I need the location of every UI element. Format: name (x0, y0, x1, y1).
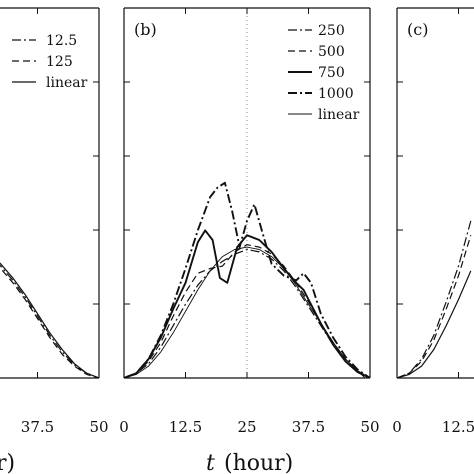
x-tick-label: 25 (237, 418, 256, 436)
series-line-500 (124, 244, 370, 378)
series-line-linear (0, 262, 99, 378)
legend-label-12.5: 12.5 (46, 33, 77, 49)
series-line-1000 (124, 181, 370, 378)
series-line-12.5 (0, 264, 99, 378)
x-tick-label: 50 (89, 418, 108, 436)
legend-label-125: 125 (46, 54, 73, 70)
legend-label-1000: 1000 (318, 86, 354, 102)
panel-label: (b) (134, 20, 157, 39)
x-axis-title-fragment-a: r) (0, 451, 15, 474)
x-axis-title-variable: t (206, 451, 215, 474)
series-line-linear (124, 246, 366, 378)
panel-c: 0 12.5 (c) (392, 7, 474, 436)
x-tick-label: 12.5 (442, 418, 474, 436)
x-axis-title-unit: (hour) (224, 451, 293, 474)
panel-label: (c) (407, 20, 428, 39)
x-tick-label: 12.5 (169, 418, 202, 436)
series-line-curve-2 (397, 235, 472, 378)
x-tick-label: 0 (392, 418, 402, 436)
x-axis-title: t (hour) (206, 451, 293, 474)
x-tick-label: 37.5 (292, 418, 325, 436)
x-tick-label: 0 (119, 418, 129, 436)
legend-label-linear: linear (46, 75, 88, 91)
legend-label-250: 250 (318, 23, 345, 39)
x-tick-label: 50 (360, 418, 379, 436)
legend-label-linear: linear (318, 107, 360, 123)
panel-b: 0 12.5 25 37.5 50 (b) 250 500 750 1000 linear (119, 7, 380, 436)
series-line-curve-3 (397, 270, 472, 378)
panel-a: 37.5 50 12.5 125 linear (0, 7, 109, 436)
x-tick-label: 37.5 (21, 418, 54, 436)
series-line-curve-1 (397, 220, 472, 378)
series-line-125 (0, 267, 99, 378)
legend-label-500: 500 (318, 44, 345, 60)
legend-label-750: 750 (318, 65, 345, 81)
